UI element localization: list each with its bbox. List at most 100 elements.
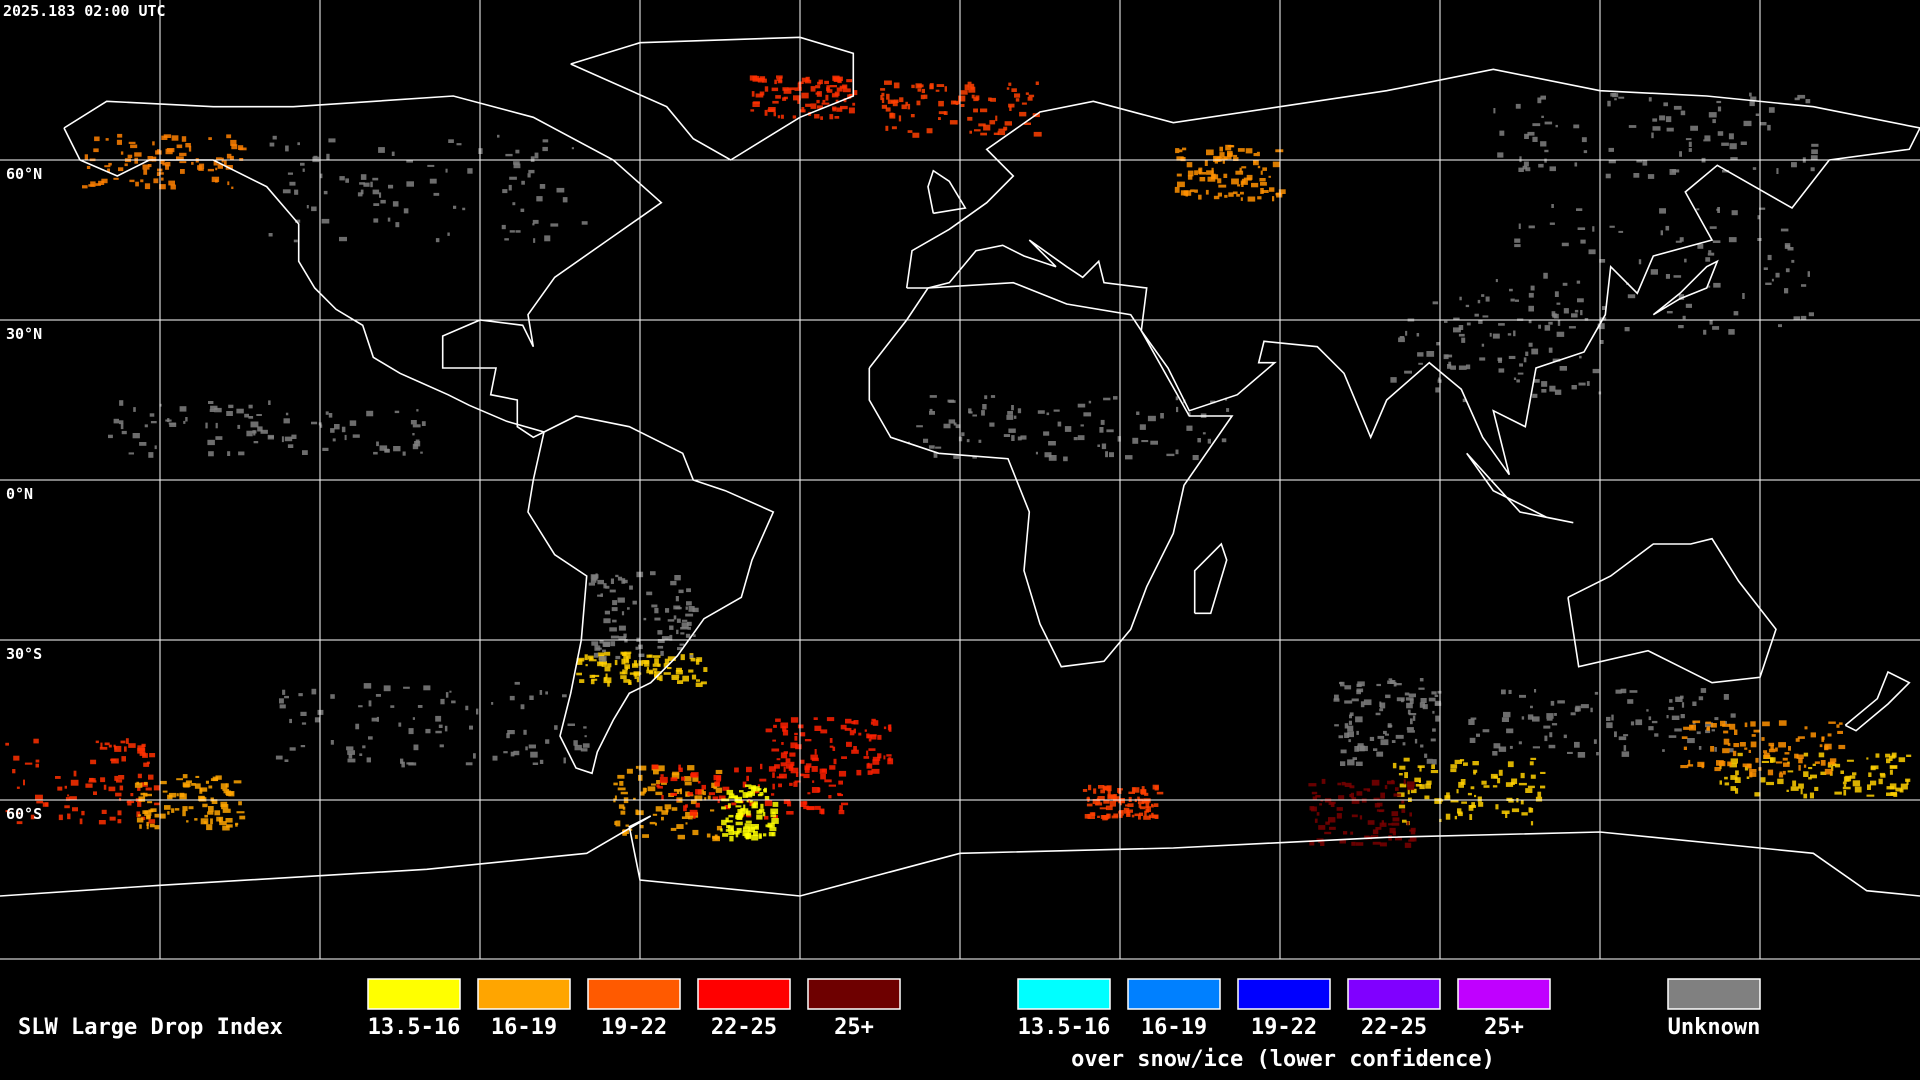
cloud-pixel: [183, 420, 186, 424]
legend-swatch: [477, 978, 571, 1010]
cloud-pixel: [1127, 803, 1134, 807]
cloud-pixel: [1419, 702, 1425, 708]
cloud-pixel: [214, 407, 222, 413]
cloud-pixel: [1880, 774, 1886, 778]
cloud-pixel: [1532, 136, 1538, 142]
cloud-pixel: [1551, 204, 1554, 208]
cloud-pixel: [714, 834, 718, 840]
cloud-pixel: [320, 173, 323, 179]
cloud-pixel: [793, 781, 798, 787]
cloud-pixel: [1418, 687, 1425, 690]
cloud-pixel: [929, 395, 937, 398]
cloud-pixel: [1514, 299, 1519, 302]
cloud-pixel: [448, 139, 454, 143]
cloud-pixel: [730, 827, 733, 831]
cloud-pixel: [429, 178, 437, 184]
cloud-pixel: [1571, 385, 1577, 390]
cloud-pixel: [1372, 829, 1379, 835]
cloud-pixel: [1610, 93, 1617, 97]
cloud-pixel: [1086, 803, 1093, 807]
cloud-pixel: [1506, 728, 1514, 734]
cloud-pixel: [279, 704, 286, 709]
cloud-pixel: [1311, 791, 1318, 795]
cloud-pixel: [602, 649, 606, 653]
cloud-pixel: [1889, 755, 1893, 761]
cloud-pixel: [731, 802, 737, 806]
cloud-pixel: [652, 655, 661, 658]
cloud-pixel: [822, 99, 826, 103]
cloud-pixel: [722, 833, 729, 837]
cloud-pixel: [935, 89, 940, 92]
cloud-pixel: [1053, 409, 1060, 412]
cloud-pixel: [1492, 333, 1500, 339]
cloud-pixel: [644, 660, 650, 667]
cloud-pixel: [252, 430, 257, 434]
cloud-pixel: [237, 424, 241, 429]
cloud-pixel: [1895, 787, 1903, 792]
cloud-pixel: [1575, 705, 1581, 712]
cloud-pixel: [142, 753, 148, 758]
cloud-pixel: [297, 142, 300, 146]
cloud-pixel: [929, 411, 935, 415]
cloud-pixel: [1097, 815, 1100, 818]
cloud-pixel: [926, 128, 933, 134]
cloud-pixel: [772, 783, 775, 790]
cloud-pixel: [1393, 681, 1397, 687]
cloud-pixel: [194, 783, 201, 789]
cloud-pixel: [792, 115, 797, 119]
cloud-pixel: [176, 778, 183, 781]
cloud-pixel: [1810, 774, 1817, 779]
cloud-pixel: [685, 613, 694, 617]
legend-swatch: [1017, 978, 1111, 1010]
cloud-pixel: [1190, 189, 1195, 193]
cloud-pixel: [509, 230, 515, 233]
cloud-pixel: [1473, 769, 1478, 773]
cloud-pixel: [780, 114, 784, 119]
cloud-pixel: [1827, 762, 1831, 768]
cloud-pixel: [1648, 97, 1652, 102]
cloud-pixel: [438, 724, 443, 728]
cloud-pixel: [774, 79, 777, 85]
cloud-pixel: [1371, 779, 1380, 786]
cloud-pixel: [824, 80, 829, 85]
cloud-pixel: [989, 120, 996, 125]
cloud-pixel: [95, 740, 99, 744]
cloud-pixel: [840, 724, 847, 730]
cloud-pixel: [1436, 342, 1440, 346]
cloud-pixel: [208, 806, 214, 812]
cloud-pixel: [1492, 785, 1498, 788]
cloud-pixel: [1524, 133, 1529, 139]
cloud-pixel: [145, 787, 152, 791]
cloud-pixel: [800, 759, 805, 764]
cloud-pixel: [1186, 425, 1193, 431]
coastline: [905, 68, 1920, 476]
cloud-pixel: [1348, 739, 1351, 743]
cloud-pixel: [395, 222, 400, 228]
cloud-pixel: [678, 764, 681, 770]
cloud-pixel: [742, 827, 751, 832]
cloud-pixel: [1697, 243, 1704, 249]
cloud-pixel: [205, 780, 209, 784]
cloud-pixel: [1103, 799, 1110, 804]
cloud-pixel: [1262, 167, 1267, 171]
cloud-pixel: [654, 607, 659, 614]
cloud-pixel: [838, 770, 847, 777]
cloud-pixel: [997, 130, 1006, 136]
cloud-pixel: [453, 205, 457, 209]
cloud-pixel: [530, 156, 535, 162]
cloud-pixel: [1893, 792, 1898, 797]
cloud-pixel: [633, 797, 636, 800]
cloud-pixel: [1520, 772, 1525, 779]
cloud-pixel: [642, 787, 646, 794]
cloud-pixel: [1580, 310, 1583, 316]
cloud-pixel: [1251, 182, 1259, 188]
cloud-pixel: [179, 152, 187, 157]
cloud-pixel: [614, 659, 618, 666]
cloud-pixel: [1372, 841, 1381, 845]
cloud-pixel: [1324, 831, 1332, 835]
cloud-pixel: [1628, 125, 1637, 128]
cloud-pixel: [125, 738, 129, 744]
cloud-pixel: [1194, 189, 1198, 193]
cloud-pixel: [790, 717, 799, 723]
cloud-pixel: [1103, 397, 1111, 401]
